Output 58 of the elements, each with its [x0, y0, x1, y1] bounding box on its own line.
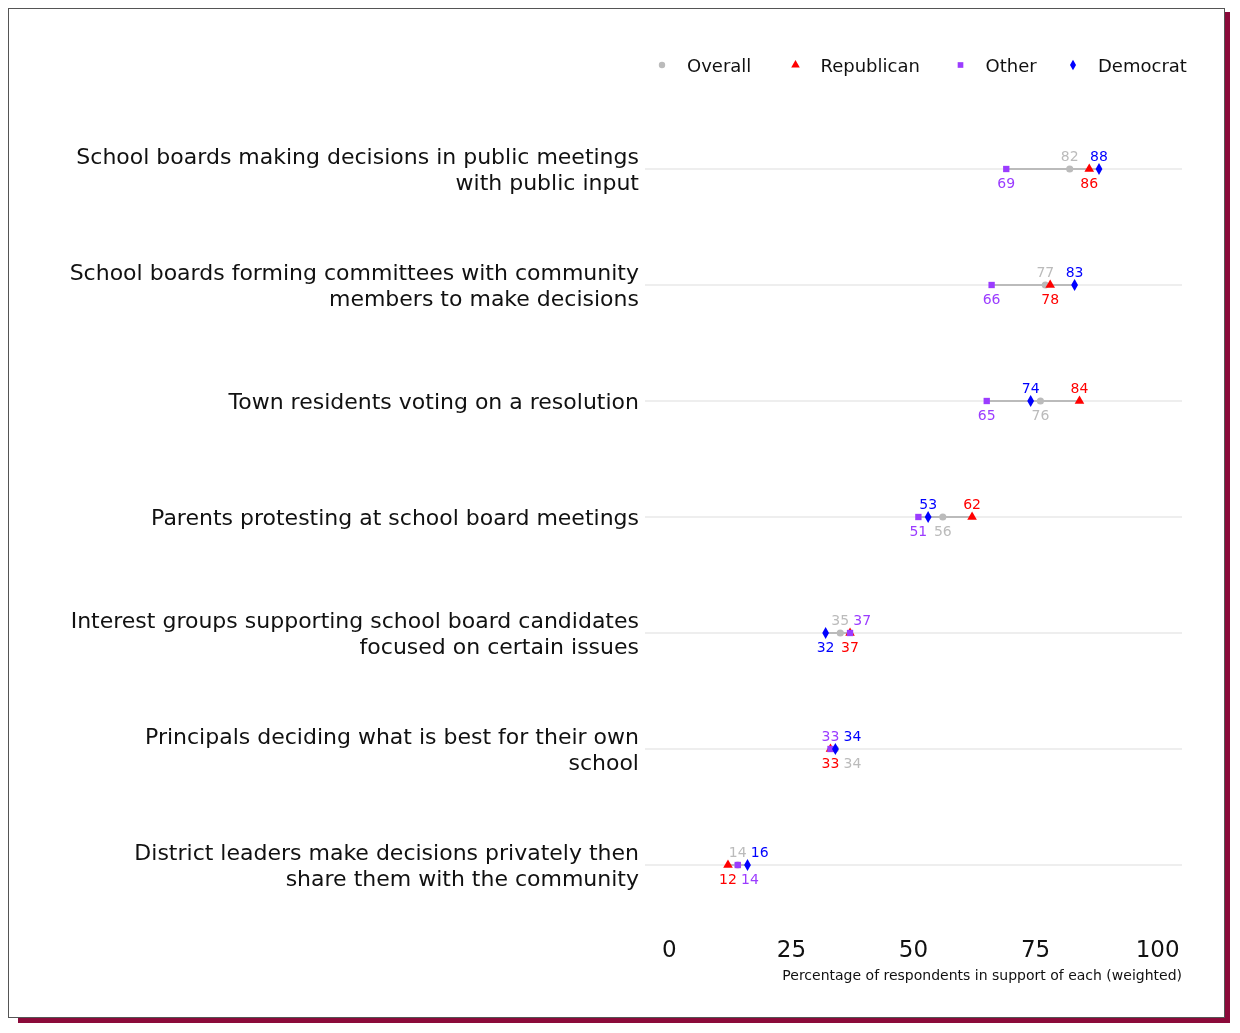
- x-tick-label: 100: [1135, 936, 1180, 962]
- y-tick-label: Town residents voting on a resolution: [227, 389, 639, 414]
- point: [939, 513, 947, 521]
- data-label: 14: [728, 844, 747, 860]
- data-label: 83: [1065, 264, 1084, 280]
- data-label: 84: [1070, 380, 1089, 396]
- legend-label: Republican: [820, 55, 920, 76]
- data-label: 74: [1021, 380, 1040, 396]
- data-label: 82: [1060, 148, 1079, 164]
- point: [915, 513, 922, 521]
- x-tick-label: 25: [776, 936, 807, 962]
- data-label: 37: [853, 612, 872, 628]
- data-label: 12: [719, 871, 737, 887]
- data-label: 16: [750, 844, 769, 860]
- data-label: 51: [909, 523, 928, 539]
- point: [988, 281, 995, 289]
- x-axis-title: Percentage of respondents in support of each (weighted): [782, 967, 1182, 983]
- point: [967, 511, 977, 520]
- data-label: 76: [1031, 407, 1050, 423]
- y-tick-label: Interest groups supporting school board candidates focused on certain issues: [70, 608, 639, 659]
- point: [836, 629, 844, 637]
- point: [1045, 279, 1055, 288]
- data-label: 77: [1036, 264, 1055, 280]
- data-label: 32: [816, 639, 835, 655]
- data-label: 65: [977, 407, 996, 423]
- data-label: 35: [831, 612, 850, 628]
- point: [1066, 165, 1074, 173]
- y-tick-label: Parents protesting at school board meetings: [151, 505, 639, 530]
- x-tick-label: 75: [1020, 936, 1051, 962]
- data-label: 66: [982, 291, 1001, 307]
- point: [1003, 165, 1010, 173]
- data-label: 14: [741, 871, 759, 887]
- legend-label: Democrat: [1098, 55, 1187, 76]
- data-label: 56: [933, 523, 952, 539]
- legend-label: Overall: [687, 55, 752, 76]
- point: [1084, 163, 1095, 172]
- y-tick-label: School boards forming committees with community members to make decisions: [69, 260, 639, 311]
- data-label: 86: [1080, 175, 1099, 191]
- point: [983, 397, 990, 405]
- point: [723, 859, 733, 868]
- data-label: 53: [919, 496, 938, 512]
- point: [1036, 397, 1044, 405]
- point: [1074, 395, 1085, 404]
- data-label: 78: [1041, 291, 1060, 307]
- x-tick-label: 50: [898, 936, 929, 962]
- data-label: 88: [1090, 148, 1108, 164]
- data-label: 33: [821, 755, 840, 771]
- data-label: 69: [997, 175, 1016, 191]
- data-label: 33: [821, 728, 840, 744]
- data-label: 62: [963, 496, 981, 512]
- x-tick-label: 0: [662, 936, 677, 962]
- data-label: 34: [843, 755, 862, 771]
- y-tick-label: School boards making decisions in public meetings with public input: [76, 144, 640, 195]
- y-tick-label: District leaders make decisions privately then share them with the community: [134, 840, 639, 891]
- y-tick-label: Principals deciding what is best for their own school: [145, 724, 639, 775]
- data-label: 37: [841, 639, 859, 655]
- data-label: 34: [843, 728, 862, 744]
- legend-label: Other: [985, 55, 1038, 76]
